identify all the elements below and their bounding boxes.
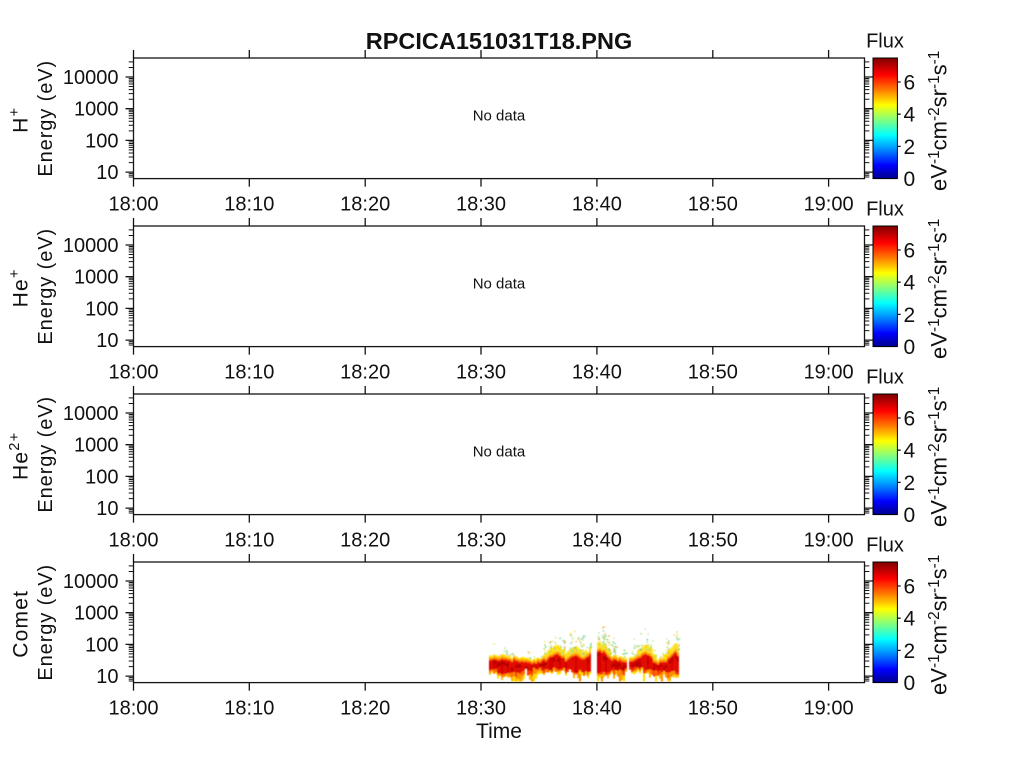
svg-text:18:00: 18:00 bbox=[108, 530, 158, 552]
svg-text:18:20: 18:20 bbox=[340, 698, 390, 720]
svg-text:18:10: 18:10 bbox=[224, 530, 274, 552]
svg-text:0: 0 bbox=[904, 168, 916, 191]
svg-text:1000: 1000 bbox=[74, 603, 119, 625]
svg-text:H+: H+ bbox=[7, 107, 32, 133]
svg-text:Time: Time bbox=[476, 720, 522, 743]
svg-text:100: 100 bbox=[85, 634, 118, 656]
svg-text:Flux: Flux bbox=[866, 199, 904, 221]
svg-text:2: 2 bbox=[904, 304, 916, 327]
svg-text:No data: No data bbox=[473, 108, 526, 125]
svg-text:18:50: 18:50 bbox=[688, 530, 738, 552]
svg-text:Comet: Comet bbox=[10, 590, 33, 658]
svg-text:He+: He+ bbox=[7, 268, 32, 307]
svg-text:18:50: 18:50 bbox=[688, 194, 738, 216]
svg-text:18:00: 18:00 bbox=[108, 194, 158, 216]
svg-text:Flux: Flux bbox=[866, 367, 904, 389]
svg-text:4: 4 bbox=[904, 272, 916, 295]
svg-text:1000: 1000 bbox=[74, 99, 119, 121]
svg-text:18:20: 18:20 bbox=[340, 530, 390, 552]
svg-text:4: 4 bbox=[904, 608, 916, 631]
svg-text:1000: 1000 bbox=[74, 267, 119, 289]
svg-text:eV-1cm-2sr-1s-1: eV-1cm-2sr-1s-1 bbox=[926, 387, 952, 527]
svg-text:18:10: 18:10 bbox=[224, 698, 274, 720]
svg-text:2: 2 bbox=[904, 472, 916, 495]
svg-text:0: 0 bbox=[904, 504, 916, 527]
svg-text:19:00: 19:00 bbox=[804, 194, 854, 216]
svg-text:Energy (eV): Energy (eV) bbox=[35, 396, 57, 513]
svg-text:18:30: 18:30 bbox=[456, 698, 506, 720]
svg-text:10000: 10000 bbox=[63, 403, 119, 425]
svg-text:18:40: 18:40 bbox=[572, 530, 622, 552]
svg-text:0: 0 bbox=[904, 672, 916, 695]
svg-text:0: 0 bbox=[904, 336, 916, 359]
svg-text:No data: No data bbox=[473, 444, 526, 461]
svg-text:18:20: 18:20 bbox=[340, 362, 390, 384]
svg-text:18:20: 18:20 bbox=[340, 194, 390, 216]
svg-text:18:40: 18:40 bbox=[572, 362, 622, 384]
svg-text:10: 10 bbox=[96, 162, 118, 184]
svg-text:18:00: 18:00 bbox=[108, 698, 158, 720]
svg-text:18:10: 18:10 bbox=[224, 194, 274, 216]
svg-text:19:00: 19:00 bbox=[804, 362, 854, 384]
svg-text:10000: 10000 bbox=[63, 235, 119, 257]
svg-text:18:30: 18:30 bbox=[456, 530, 506, 552]
svg-text:2: 2 bbox=[904, 640, 916, 663]
svg-text:100: 100 bbox=[85, 130, 118, 152]
svg-text:19:00: 19:00 bbox=[804, 698, 854, 720]
svg-text:4: 4 bbox=[904, 104, 916, 127]
svg-text:eV-1cm-2sr-1s-1: eV-1cm-2sr-1s-1 bbox=[926, 51, 952, 191]
svg-text:Energy (eV): Energy (eV) bbox=[35, 228, 57, 345]
svg-text:No data: No data bbox=[473, 276, 526, 293]
svg-text:18:50: 18:50 bbox=[688, 698, 738, 720]
svg-text:Flux: Flux bbox=[866, 31, 904, 53]
svg-text:18:40: 18:40 bbox=[572, 698, 622, 720]
svg-text:18:30: 18:30 bbox=[456, 362, 506, 384]
svg-text:Energy (eV): Energy (eV) bbox=[35, 60, 57, 177]
svg-text:RPCICA151031T18.PNG: RPCICA151031T18.PNG bbox=[366, 28, 632, 54]
svg-text:18:50: 18:50 bbox=[688, 362, 738, 384]
svg-text:6: 6 bbox=[904, 576, 916, 599]
svg-text:He2+: He2+ bbox=[7, 432, 32, 480]
svg-text:1000: 1000 bbox=[74, 435, 119, 457]
svg-text:Flux: Flux bbox=[866, 535, 904, 557]
svg-text:6: 6 bbox=[904, 408, 916, 431]
svg-text:6: 6 bbox=[904, 240, 916, 263]
svg-text:10: 10 bbox=[96, 498, 118, 520]
svg-text:10: 10 bbox=[96, 330, 118, 352]
svg-text:19:00: 19:00 bbox=[804, 530, 854, 552]
svg-text:10000: 10000 bbox=[63, 67, 119, 89]
svg-text:6: 6 bbox=[904, 72, 916, 95]
svg-text:2: 2 bbox=[904, 136, 916, 159]
svg-text:18:30: 18:30 bbox=[456, 194, 506, 216]
svg-text:eV-1cm-2sr-1s-1: eV-1cm-2sr-1s-1 bbox=[926, 219, 952, 359]
svg-text:Energy (eV): Energy (eV) bbox=[35, 564, 57, 681]
svg-text:10: 10 bbox=[96, 666, 118, 688]
svg-text:eV-1cm-2sr-1s-1: eV-1cm-2sr-1s-1 bbox=[926, 555, 952, 695]
svg-text:4: 4 bbox=[904, 440, 916, 463]
svg-text:18:10: 18:10 bbox=[224, 362, 274, 384]
svg-text:18:00: 18:00 bbox=[108, 362, 158, 384]
svg-text:100: 100 bbox=[85, 466, 118, 488]
svg-text:18:40: 18:40 bbox=[572, 194, 622, 216]
svg-text:100: 100 bbox=[85, 298, 118, 320]
svg-text:10000: 10000 bbox=[63, 571, 119, 593]
